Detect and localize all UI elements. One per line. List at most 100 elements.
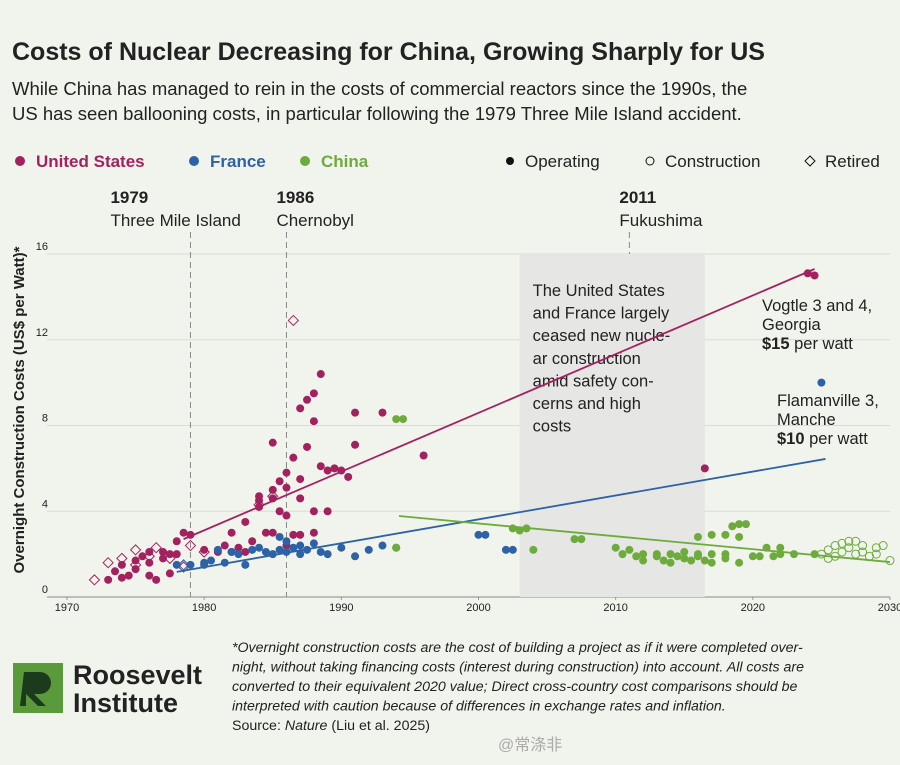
point — [268, 438, 277, 447]
point — [735, 558, 744, 567]
point — [851, 536, 861, 546]
point — [131, 556, 140, 565]
subtitle: US has seen ballooning costs, in particu… — [12, 103, 742, 124]
point — [748, 552, 757, 561]
trend-line — [398, 515, 891, 563]
point — [282, 537, 291, 546]
point — [172, 550, 181, 559]
point — [769, 552, 778, 561]
point — [275, 545, 284, 554]
point — [282, 468, 291, 477]
callout-value-label: $15 — [762, 335, 790, 353]
point — [823, 545, 833, 555]
point — [577, 535, 586, 544]
point — [735, 520, 744, 529]
point — [303, 442, 312, 451]
shaded-text: ar construction — [533, 350, 641, 368]
event-year: 1986 — [276, 188, 314, 207]
point — [323, 507, 332, 516]
callout-text: Vogtle 3 and 4, — [762, 297, 872, 315]
point — [392, 415, 401, 424]
event-label: Three Mile Island — [110, 211, 240, 230]
point — [150, 541, 162, 554]
point — [823, 553, 833, 563]
point — [129, 544, 142, 556]
point — [344, 472, 353, 481]
point — [830, 541, 840, 551]
source-journal: Nature — [285, 718, 328, 734]
point — [351, 440, 360, 449]
point — [816, 549, 826, 559]
source-prefix: Source: — [232, 718, 285, 734]
point — [138, 552, 147, 561]
point — [844, 536, 854, 546]
point — [673, 552, 682, 561]
point — [837, 538, 847, 548]
point — [330, 464, 339, 473]
point — [871, 543, 881, 553]
point — [261, 547, 270, 556]
legend-label: Construction — [665, 152, 760, 171]
point — [316, 370, 325, 379]
point — [296, 475, 305, 484]
point — [364, 545, 373, 554]
point — [275, 507, 284, 516]
shaded-text: ceased new nucle- — [533, 327, 671, 345]
footnote: interpreted with caution because of diff… — [232, 699, 726, 715]
legend-label: Retired — [825, 152, 880, 171]
point — [248, 537, 257, 546]
point — [104, 575, 113, 584]
point — [164, 552, 176, 565]
point — [817, 378, 826, 387]
point — [207, 556, 216, 565]
point — [309, 417, 318, 426]
legend-swatch — [300, 156, 310, 166]
chart-title: Costs of Nuclear Decreasing for China, G… — [12, 38, 765, 66]
point — [652, 552, 661, 561]
legend-swatch — [15, 156, 25, 166]
callout-unit: per watt — [805, 430, 869, 448]
point — [234, 543, 243, 552]
point — [234, 550, 243, 559]
logo-text: Roosevelt — [73, 660, 202, 690]
point — [179, 528, 188, 537]
point — [323, 550, 332, 559]
x-tick-label: 2020 — [741, 602, 765, 614]
event-year: 1979 — [110, 188, 148, 207]
x-tick-label: 2000 — [466, 602, 490, 614]
subtitle: While China has managed to rein in the c… — [12, 78, 747, 99]
point — [268, 485, 277, 494]
point — [102, 556, 114, 569]
point — [351, 552, 360, 561]
point — [570, 535, 579, 544]
point — [529, 545, 538, 554]
logo: Roosevelt Institute — [13, 660, 202, 718]
shaded-text: costs — [533, 418, 572, 436]
point — [296, 404, 305, 413]
point — [707, 550, 716, 559]
point — [687, 556, 696, 565]
point — [227, 547, 236, 556]
callout-unit: per watt — [790, 335, 854, 353]
y-tick-label: 12 — [36, 327, 48, 339]
point — [323, 466, 332, 475]
point — [289, 543, 298, 552]
point — [693, 532, 702, 541]
point — [124, 571, 133, 580]
point — [303, 395, 312, 404]
logo-text: Institute — [73, 688, 178, 718]
point — [309, 528, 318, 537]
point — [515, 526, 524, 535]
point — [611, 543, 620, 552]
shaded-text: cerns and high — [533, 395, 641, 413]
point — [261, 528, 270, 537]
point — [172, 537, 181, 546]
legend-marker — [645, 156, 655, 166]
point — [296, 541, 305, 550]
point — [296, 494, 305, 503]
callout-value-label: $10 — [777, 430, 805, 448]
legend-label: United States — [36, 152, 145, 171]
point — [184, 539, 197, 552]
point — [618, 550, 627, 559]
point — [88, 574, 101, 586]
